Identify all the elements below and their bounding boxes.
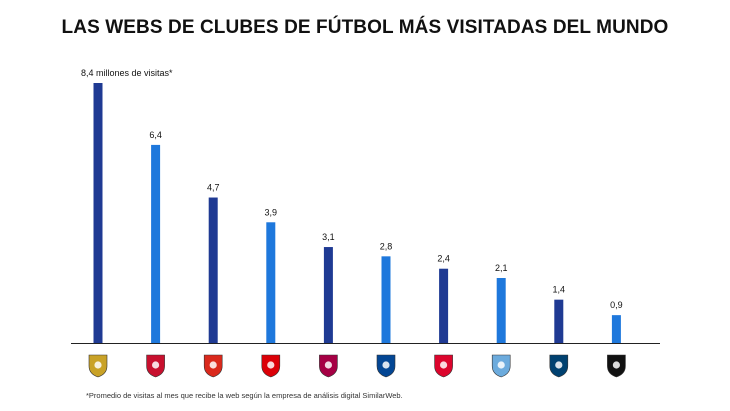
bar [496, 278, 506, 343]
data-label: 4,7 [207, 183, 220, 193]
data-label: 0,9 [610, 300, 623, 310]
chelsea-crest-icon [376, 354, 396, 378]
bar [381, 256, 391, 343]
psg-crest-icon [549, 354, 569, 378]
bar [439, 268, 449, 343]
data-label: 6,4 [149, 130, 162, 140]
real-madrid-crest-icon [88, 354, 108, 378]
data-label: 2,1 [495, 263, 508, 273]
data-label: 3,1 [322, 232, 335, 242]
manchester-city-crest-icon [491, 354, 511, 378]
barcelona-crest-icon [319, 354, 338, 378]
liverpool-crest-icon [146, 354, 165, 378]
juventus-crest-icon [607, 354, 626, 378]
bar [93, 83, 103, 343]
data-label: 3,9 [265, 207, 278, 217]
manchester-united-crest-icon [203, 354, 223, 378]
bar [611, 315, 621, 343]
data-label: 1,4 [553, 285, 566, 295]
bar [323, 247, 333, 343]
bar [208, 197, 218, 343]
data-label: 8,4 millones de visitas* [81, 68, 173, 78]
chart-title: LAS WEBS DE CLUBES DE FÚTBOL MÁS VISITAD… [61, 17, 669, 38]
arsenal-crest-icon [261, 354, 281, 378]
data-label: 2,8 [380, 241, 393, 251]
data-label: 2,4 [437, 254, 450, 264]
footnote: *Promedio de visitas al mes que recibe l… [86, 391, 403, 400]
bayern-crest-icon [434, 354, 453, 378]
bar [554, 299, 564, 343]
bar [266, 222, 276, 343]
bar [151, 144, 161, 343]
